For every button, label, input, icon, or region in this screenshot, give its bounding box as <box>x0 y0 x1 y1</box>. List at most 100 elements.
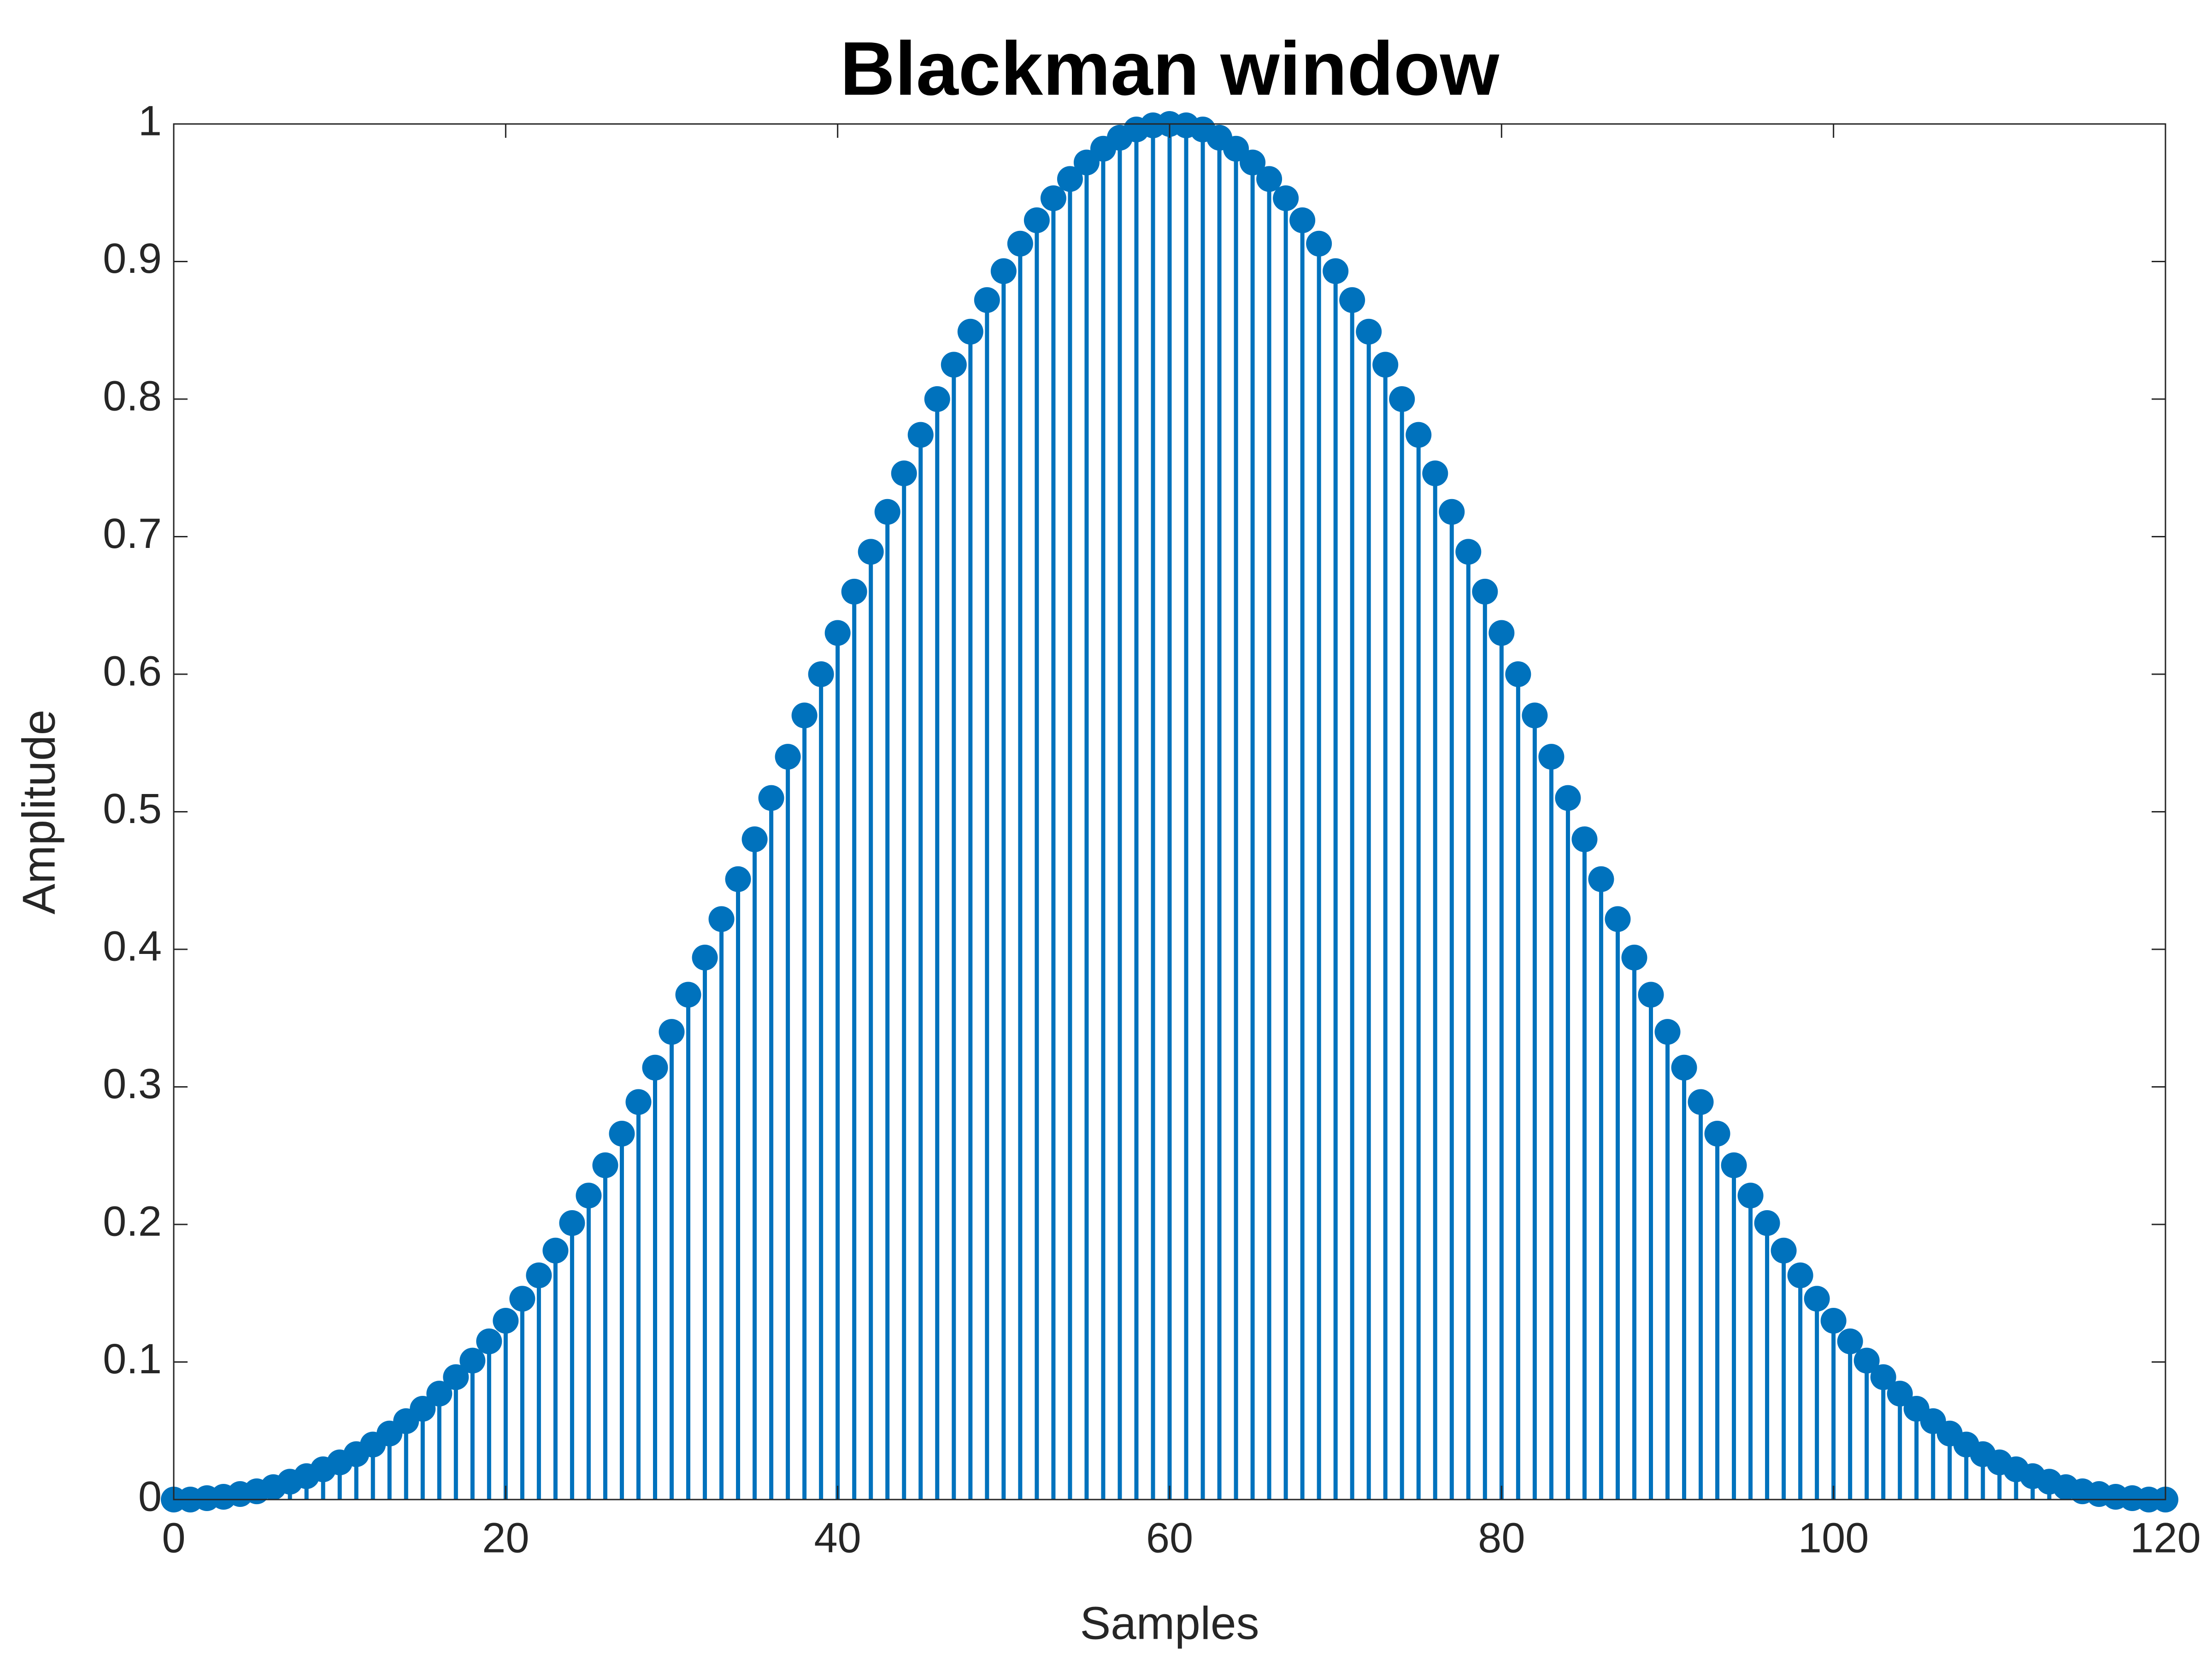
stem-marker <box>1887 1381 1913 1407</box>
stem-marker <box>1455 539 1482 565</box>
stem-marker <box>1588 866 1614 892</box>
stem-marker <box>1472 578 1498 605</box>
y-axis-label: Amplitude <box>13 710 65 915</box>
stem-marker <box>841 578 867 605</box>
stem-marker <box>1422 460 1448 487</box>
stem-marker <box>874 499 900 525</box>
stem-marker <box>1439 499 1465 525</box>
stem-marker <box>858 539 884 565</box>
stem-marker <box>924 386 950 412</box>
stem-marker <box>1306 230 1332 257</box>
stem-marker <box>659 1019 685 1045</box>
y-tick-label: 0.9 <box>103 235 162 282</box>
y-tick-label: 0.4 <box>103 923 162 970</box>
stem-marker <box>1289 207 1316 233</box>
stem-marker <box>907 422 934 448</box>
stem-marker <box>1737 1182 1764 1209</box>
stem-marker <box>1804 1286 1830 1312</box>
stem-marker <box>741 826 768 853</box>
stem-marker <box>426 1381 453 1407</box>
stem-marker <box>559 1210 585 1236</box>
y-tick-label: 0.2 <box>103 1198 162 1245</box>
x-tick-label: 100 <box>1798 1514 1869 1561</box>
y-tick-label: 0.5 <box>103 785 162 832</box>
stem-marker <box>1721 1152 1747 1178</box>
stem-marker <box>509 1286 535 1312</box>
x-tick-label: 80 <box>1478 1514 1525 1561</box>
stem-marker <box>1837 1328 1863 1354</box>
stem-marker <box>1555 785 1581 811</box>
y-tick-label: 0.8 <box>103 372 162 419</box>
stem-marker <box>708 906 735 932</box>
stem-marker <box>990 258 1017 284</box>
stem-marker <box>476 1328 502 1354</box>
stem-marker <box>1273 185 1299 212</box>
stem-marker <box>625 1089 652 1115</box>
plot-area <box>161 111 2178 1512</box>
stem-marker <box>1605 906 1631 932</box>
stem-marker <box>758 785 784 811</box>
x-tick-label: 60 <box>1146 1514 1193 1561</box>
stem-marker <box>410 1395 436 1422</box>
stem-marker <box>1323 258 1349 284</box>
stem-marker <box>1771 1237 1797 1264</box>
stem-marker <box>1372 352 1399 378</box>
stem-marker <box>1787 1262 1813 1288</box>
stem-marker <box>642 1054 668 1081</box>
stem-marker <box>1406 422 1432 448</box>
stem-marker <box>941 352 967 378</box>
stem-marker <box>1671 1054 1697 1081</box>
chart-title: Blackman window <box>840 26 1500 111</box>
x-tick-label: 0 <box>162 1514 185 1561</box>
stem-marker <box>974 287 1000 313</box>
stem-marker <box>1870 1364 1896 1390</box>
stem-marker <box>824 620 851 646</box>
stem-marker <box>1571 826 1598 853</box>
stem-marker <box>957 318 983 345</box>
stem-marker <box>459 1347 486 1374</box>
stem-marker <box>592 1152 618 1178</box>
x-tick-label: 20 <box>482 1514 529 1561</box>
stem-marker <box>443 1364 469 1390</box>
stem-marker <box>1654 1019 1681 1045</box>
y-tick-label: 0 <box>138 1473 162 1520</box>
stem-marker <box>1853 1347 1880 1374</box>
x-tick-label: 120 <box>2130 1514 2201 1561</box>
stem-marker <box>1522 702 1548 729</box>
stem-marker <box>1057 166 1083 192</box>
stem-marker <box>1820 1307 1847 1334</box>
stem-marker <box>1754 1210 1780 1236</box>
stem-marker <box>1040 185 1066 212</box>
stem-marker <box>526 1262 552 1288</box>
stem-marker <box>493 1307 519 1334</box>
stem-marker <box>1688 1089 1714 1115</box>
stem-marker <box>775 744 801 770</box>
stem-marker <box>576 1182 602 1209</box>
stem-marker <box>808 661 834 687</box>
stem-marker <box>1538 744 1565 770</box>
stem-marker <box>1488 620 1515 646</box>
stem-marker <box>1024 207 1050 233</box>
y-tick-label: 1 <box>138 97 162 144</box>
stem-marker <box>1240 149 1266 176</box>
stem-marker <box>1505 661 1531 687</box>
stem-marker <box>1256 166 1282 192</box>
stem-marker <box>1704 1120 1730 1147</box>
stem-marker <box>1621 944 1647 971</box>
y-tick-label: 0.6 <box>103 647 162 694</box>
x-tick-label: 40 <box>814 1514 861 1561</box>
stem-marker <box>609 1120 635 1147</box>
stem-marker <box>791 702 818 729</box>
y-tick-label: 0.7 <box>103 510 162 557</box>
stem-marker <box>1007 230 1033 257</box>
stem-marker <box>1356 318 1382 345</box>
stem-marker <box>891 460 917 487</box>
y-tick-label: 0.3 <box>103 1060 162 1107</box>
stem-marker <box>675 982 701 1008</box>
stem-marker <box>1638 982 1664 1008</box>
stem-marker <box>692 944 718 971</box>
stem-marker <box>542 1237 569 1264</box>
x-axis-label: Samples <box>1080 1597 1259 1649</box>
